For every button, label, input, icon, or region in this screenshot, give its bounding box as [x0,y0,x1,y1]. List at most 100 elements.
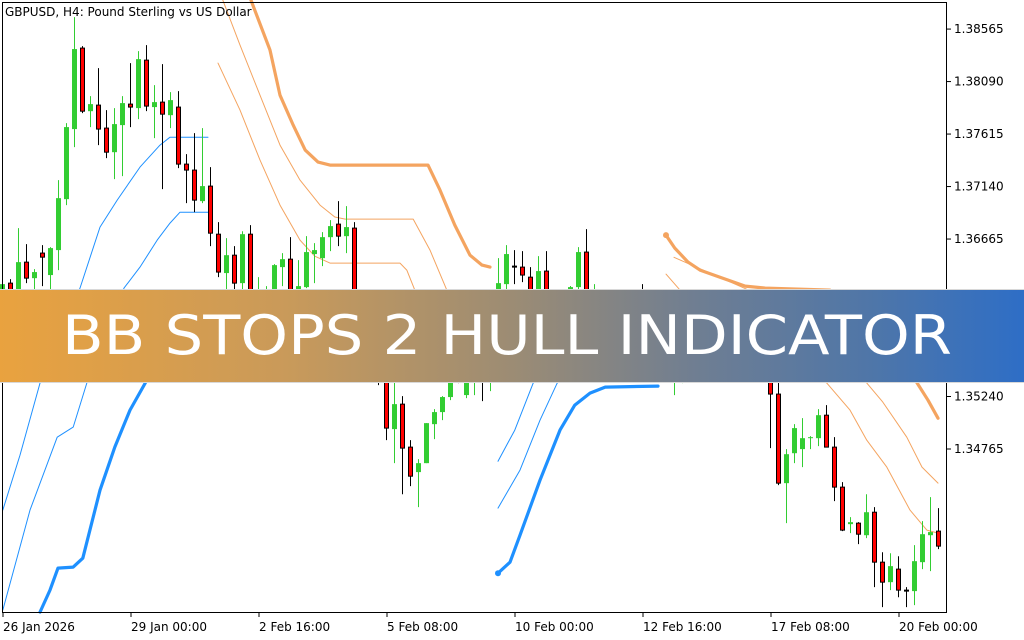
candle-body [880,561,885,583]
candle-body [312,250,317,255]
candle-bearish [408,440,413,487]
candle-body [192,169,197,201]
time-tick-label: 12 Feb 16:00 [643,620,722,634]
time-tick-label: 26 Jan 2026 [3,620,75,634]
candle-bullish [120,96,125,177]
candle-body [88,104,93,112]
candle-bearish [40,245,45,287]
candle-bullish [280,253,285,287]
price-axis[interactable]: 1.385651.380901.376151.371401.366651.357… [946,22,1004,456]
candle-body [80,47,85,112]
candle-bearish [512,250,517,285]
candle-body [904,589,909,592]
candle-bearish [176,91,181,169]
candle-body [200,186,205,202]
candle-body [16,262,21,301]
candle-bullish [72,17,77,148]
candle-body [224,255,229,274]
candle-bearish [400,396,405,495]
candle-bearish [184,154,189,204]
candle-bullish [392,382,397,464]
price-tick-label: 1.34765 [954,442,1004,456]
candle-bullish [344,206,349,254]
candle-body [400,403,405,449]
candle-body [848,522,853,525]
candle-body [216,233,221,273]
time-tick-label: 2 Feb 16:00 [259,620,330,634]
candle-body [48,248,53,276]
candle-body [784,454,789,484]
candle-bullish [888,553,893,591]
candle-body [928,532,933,536]
candle-body [936,530,941,547]
candle-body [888,566,893,583]
candle-bullish [816,409,821,447]
candle-body [416,463,421,473]
candle-body [776,393,781,484]
upper-stop-line [664,233,940,420]
candle-body [208,185,213,234]
time-tick-label: 5 Feb 08:00 [387,620,458,634]
candle-body [520,266,525,276]
candle-bearish [520,251,525,283]
title-banner: BB STOPS 2 HULL INDICATOR [0,289,1024,383]
time-tick-label: 10 Feb 00:00 [515,620,594,634]
candle-body [40,252,45,258]
candle-body [448,376,453,398]
candle-bullish [440,396,445,421]
candle-body [304,252,309,288]
candle-bullish [848,517,853,534]
candle-bullish [912,545,917,606]
price-tick-label: 1.37140 [954,180,1004,194]
candle-bearish [832,437,837,502]
candle-bearish [128,63,133,128]
candle-bullish [88,96,93,128]
candle-body [832,446,837,488]
candle-bearish [192,133,197,213]
candle-bearish [896,556,901,598]
candle-body [24,261,29,279]
candle-body [184,163,189,171]
candle-body [912,561,917,592]
candle-body [56,198,61,251]
candle-body [72,49,77,130]
chart-title: GBPUSD, H4: Pound Sterling vs US Dollar [5,5,252,19]
candle-bullish [328,220,333,252]
time-tick-label: 17 Feb 08:00 [771,620,850,634]
candle-bearish [80,46,85,114]
candle-body [32,272,37,279]
candle-bearish [872,507,877,588]
upper-stop-start-dot [663,232,669,239]
price-tick-label: 1.37615 [954,127,1004,141]
candle-body [792,428,797,454]
candle-bearish [776,367,781,486]
candle-body [160,101,165,115]
candle-body [320,237,325,259]
candle-bullish [928,497,933,572]
candle-body [344,227,349,237]
candle-bearish [160,64,165,190]
candle-bearish [880,552,885,608]
candle-bearish [936,508,941,550]
candle-body [872,511,877,563]
candle-body [328,226,333,238]
candle-body [144,59,149,107]
candle-body [128,103,133,108]
candle-body [424,423,429,464]
candle-body [136,59,141,109]
candle-body [240,234,245,284]
candle-bearish [144,45,149,112]
candle-bullish [200,128,205,204]
candle-bearish [104,110,109,159]
banner-title: BB STOPS 2 HULL INDICATOR [62,304,952,367]
candle-body [336,223,341,237]
candle-bullish [168,92,173,129]
candle-body [896,568,901,591]
candle-bullish [784,449,789,524]
price-tick-label: 1.38565 [954,22,1004,36]
time-axis[interactable]: 26 Jan 2026 29 Jan 00:00 2 Feb 16:00 5 Feb … [2,612,978,634]
time-tick-label: 29 Jan 00:00 [131,620,207,634]
candle-bullish [240,231,245,301]
price-tick-label: 1.38090 [954,75,1004,89]
candle-bullish [136,51,141,120]
